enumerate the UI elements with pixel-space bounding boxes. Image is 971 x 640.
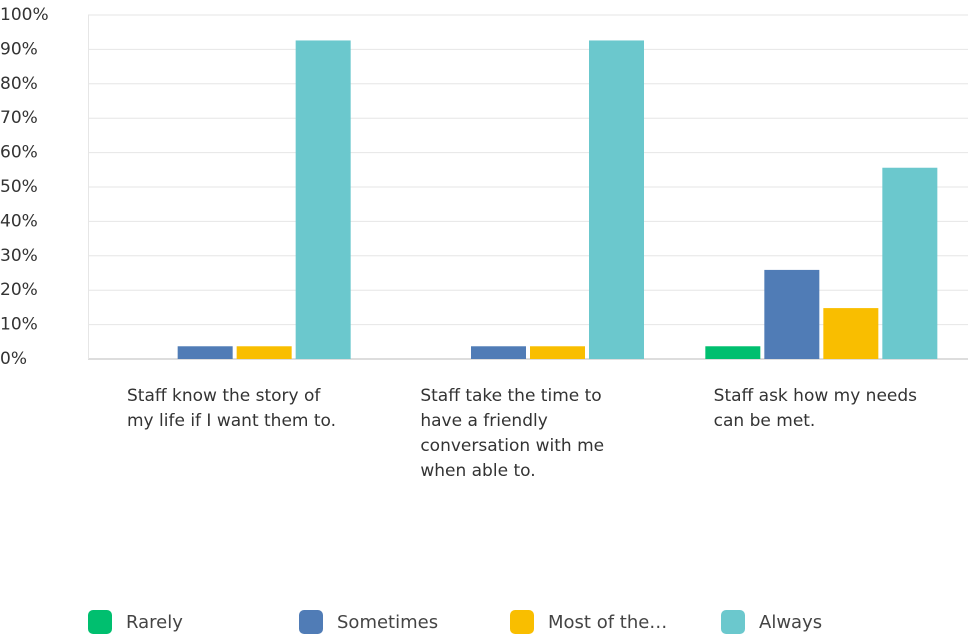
legend-item: Most of the… <box>510 610 667 634</box>
bar <box>589 40 644 360</box>
x-tick-text: Staff know the story of my life if I wan… <box>127 386 337 431</box>
bar <box>705 346 761 359</box>
legend-label: Sometimes <box>337 611 439 633</box>
y-tick-label: 100% <box>0 5 49 25</box>
x-tick-label: Staff ask how my needs can be met. <box>675 384 968 434</box>
legend-swatch <box>721 610 745 634</box>
x-tick-text: Staff take the time to have a friendly c… <box>420 386 605 481</box>
legend-label: Always <box>759 611 823 633</box>
x-tick-label: Staff know the story of my life if I wan… <box>88 384 381 434</box>
y-tick-label: 80% <box>0 74 38 94</box>
y-tick-label: 40% <box>0 211 38 231</box>
y-tick-label: 10% <box>0 315 38 335</box>
legend-item: Sometimes <box>299 610 438 634</box>
y-tick-label: 50% <box>0 177 38 197</box>
bar <box>236 346 292 359</box>
legend-item: Rarely <box>88 610 183 634</box>
bar <box>823 308 879 359</box>
y-tick-label: 30% <box>0 246 38 266</box>
bar <box>882 167 938 359</box>
y-tick-label: 0% <box>0 349 27 369</box>
bar <box>764 269 820 359</box>
x-tick-text: Staff ask how my needs can be met. <box>713 386 918 431</box>
legend-swatch <box>88 610 112 634</box>
bar <box>471 346 526 359</box>
legend-label: Most of the… <box>548 611 668 633</box>
y-tick-label: 90% <box>0 39 38 59</box>
legend-label: Rarely <box>126 611 183 633</box>
bar <box>177 346 233 359</box>
bar <box>530 346 585 359</box>
legend-swatch <box>299 610 323 634</box>
bar <box>295 40 351 360</box>
y-tick-label: 60% <box>0 143 38 163</box>
legend-swatch <box>510 610 534 634</box>
y-tick-label: 70% <box>0 108 38 128</box>
x-tick-label: Staff take the time to have a friendly c… <box>381 384 674 484</box>
legend-item: Always <box>721 610 822 634</box>
y-tick-label: 20% <box>0 280 38 300</box>
